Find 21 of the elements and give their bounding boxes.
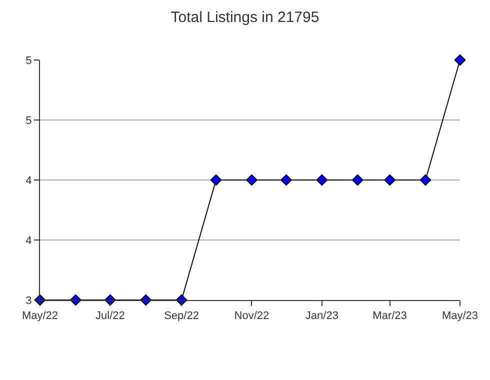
x-tick-label: Jan/23 [305, 310, 338, 322]
y-tick-label: 5 [26, 54, 32, 67]
point [246, 174, 258, 186]
y-tick-label: 4 [26, 174, 32, 187]
point [316, 174, 328, 186]
x-tick-label: Jul/22 [96, 310, 125, 322]
x-tick-label: May/22 [22, 310, 58, 322]
x-tick-label: Nov/22 [234, 310, 270, 322]
point [420, 174, 432, 186]
y-tick-label: 3 [26, 294, 32, 307]
point [352, 174, 364, 186]
x-tick-label: Sep/22 [164, 310, 199, 322]
point [384, 174, 396, 186]
point [280, 174, 292, 186]
y-tick-label: 5 [26, 114, 32, 127]
point [454, 54, 466, 66]
x-tick-label: Mar/23 [372, 310, 407, 322]
point [210, 174, 222, 186]
y-tick-label: 4 [26, 234, 32, 247]
x-tick-label: May/23 [442, 310, 478, 322]
chart-title: Total Listings in 21795 [170, 8, 320, 26]
